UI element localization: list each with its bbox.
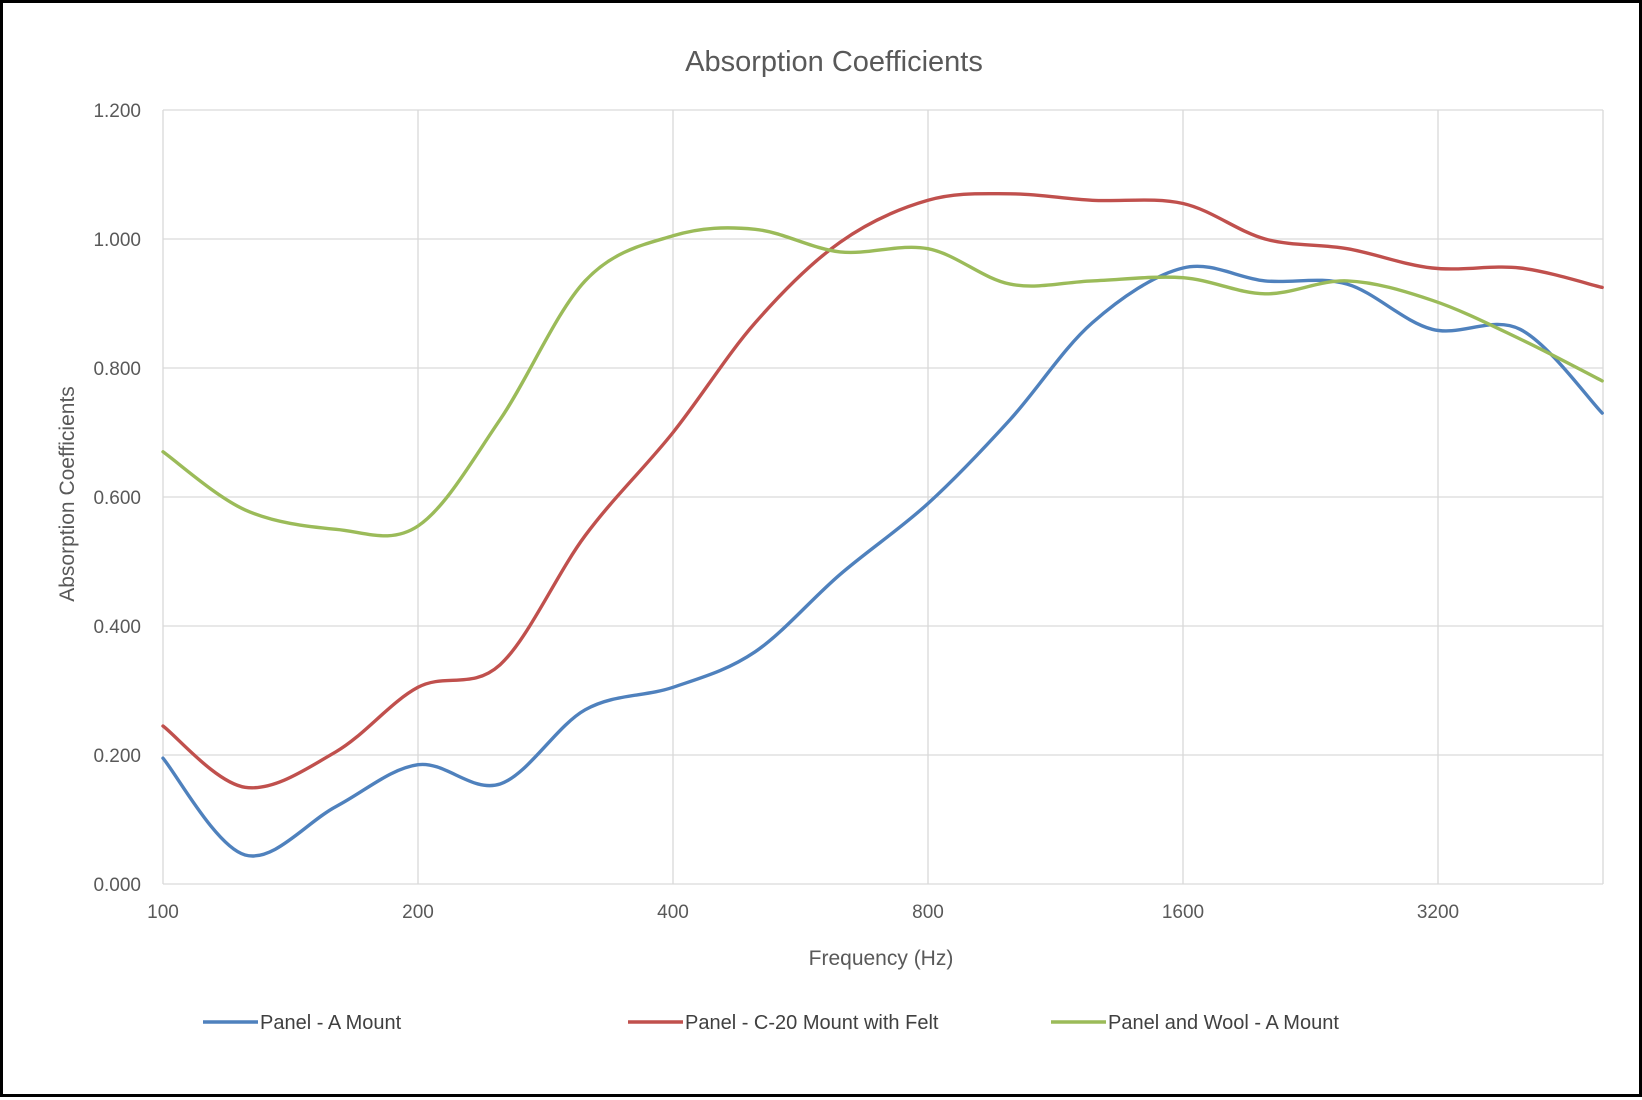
series-layer	[161, 191, 1604, 858]
x-tick-label: 1600	[1162, 902, 1204, 923]
x-tick-label: 3200	[1417, 902, 1459, 923]
line-chart: Absorption Coefficients 0.0000.2000.4000…	[56, 46, 1604, 1034]
series-line-3	[161, 226, 1604, 538]
y-tick-label: 1.200	[93, 101, 141, 122]
y-tick-label: 0.800	[93, 359, 141, 380]
y-tick-label: 0.200	[93, 746, 141, 767]
y-axis-title: Absorption Coefficients	[56, 386, 79, 602]
y-tick-label: 0.400	[93, 617, 141, 638]
legend-label: Panel - A Mount	[260, 1012, 402, 1034]
chart-title: Absorption Coefficients	[685, 46, 983, 78]
series-line-2	[161, 191, 1604, 790]
y-tick-label: 0.600	[93, 488, 141, 509]
legend: Panel - A Mount Panel - C-20 Mount with F…	[203, 1012, 1339, 1034]
series-line-1	[161, 264, 1604, 858]
x-tick-label: 800	[912, 902, 944, 923]
x-tick-label: 200	[402, 902, 434, 923]
legend-label: Panel - C-20 Mount with Felt	[685, 1012, 939, 1034]
y-tick-label: 1.000	[93, 230, 141, 251]
y-axis-ticks: 0.000 0.200 0.400 0.600 0.800 1.000 1.200	[93, 101, 141, 896]
x-axis-title: Frequency (Hz)	[809, 947, 954, 970]
legend-label: Panel and Wool - A Mount	[1108, 1012, 1339, 1034]
x-tick-label: 100	[147, 902, 179, 923]
grid-layer	[162, 109, 1604, 885]
x-tick-label: 400	[657, 902, 689, 923]
y-tick-label: 0.000	[93, 875, 141, 896]
x-axis-ticks: 100 200 400 800 1600 3200	[147, 902, 1459, 923]
